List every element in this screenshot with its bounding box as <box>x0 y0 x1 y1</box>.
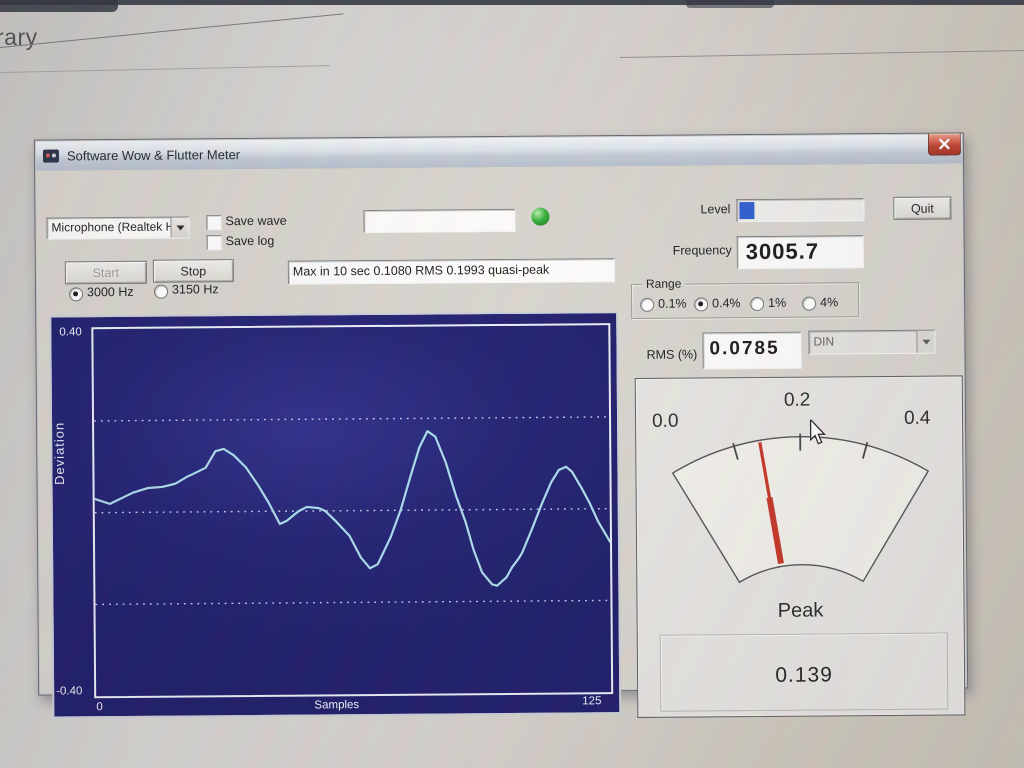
radio-3150hz-label: 3150 Hz <box>171 282 219 297</box>
y-axis-min-label: -0.40 <box>56 685 83 698</box>
save-wave-checkbox[interactable] <box>206 215 222 231</box>
status-text: Max in 10 sec 0.1080 RMS 0.1993 quasi-pe… <box>292 262 550 279</box>
level-meter <box>736 198 865 223</box>
app-icon <box>42 149 60 163</box>
weighting-value: DIN <box>813 334 835 349</box>
frequency-field: 3005.7 <box>736 235 864 270</box>
range-group-label: Range <box>641 276 686 291</box>
client-area: Microphone (Realtek Hi Save wave Save lo… <box>36 163 967 719</box>
background-window-text: rary <box>0 24 38 50</box>
rms-field: 0.0785 <box>702 331 802 370</box>
signal-led-indicator <box>531 207 550 226</box>
radio-3150hz[interactable] <box>153 284 169 299</box>
range-label-4pct: 4% <box>820 295 839 310</box>
range-radio-4pct[interactable] <box>802 296 817 311</box>
combo-arrow-button[interactable] <box>170 217 189 238</box>
wow-flutter-meter-window: Software Wow & Flutter Meter Microphone … <box>33 132 969 719</box>
range-label-0.1pct: 0.1% <box>658 296 687 311</box>
save-wave-label: Save wave <box>225 213 287 229</box>
quit-button[interactable]: Quit <box>893 196 952 220</box>
level-meter-fill <box>739 202 755 220</box>
screen-top-edge-left <box>0 0 118 12</box>
rms-label: RMS (%) <box>646 347 698 362</box>
gauge <box>671 433 930 584</box>
range-radio-0.1pct[interactable] <box>640 297 655 312</box>
y-axis-max-label: 0.40 <box>59 326 82 339</box>
range-label-0.4pct: 0.4% <box>712 296 741 311</box>
input-device-value: Microphone (Realtek Hi <box>51 219 171 235</box>
waveform-plot <box>93 416 612 606</box>
close-button[interactable] <box>927 133 961 156</box>
input-device-combo[interactable]: Microphone (Realtek Hi <box>46 216 190 240</box>
screen-top-edge <box>0 0 1024 5</box>
range-radio-0.4pct[interactable] <box>694 297 709 312</box>
screen-top-edge-mid <box>686 0 774 8</box>
radio-3000hz[interactable] <box>68 287 84 302</box>
close-icon <box>939 138 950 150</box>
range-radio-1pct[interactable] <box>750 296 765 312</box>
peak-label: Peak <box>777 599 824 622</box>
save-log-checkbox[interactable] <box>206 235 222 251</box>
filename-field[interactable] <box>363 208 516 234</box>
rms-value: 0.0785 <box>709 337 780 360</box>
background-window-edge <box>0 65 330 73</box>
stop-button[interactable]: Stop <box>152 259 234 283</box>
weighting-combo[interactable]: DIN <box>808 329 936 355</box>
y-axis-title: Deviation <box>51 421 68 486</box>
peak-value: 0.139 <box>775 662 833 687</box>
background-window-edge <box>0 13 344 48</box>
peak-value-box: 0.139 <box>659 632 949 712</box>
combo-arrow-button[interactable] <box>916 330 935 353</box>
frequency-value: 3005.7 <box>745 238 820 265</box>
start-button[interactable]: Start <box>64 260 147 285</box>
level-label: Level <box>700 202 731 217</box>
deviation-chart-panel: 0.40 -0.40 Deviation 0 Samples 125 <box>49 311 622 719</box>
x-axis-title: Samples <box>314 699 360 712</box>
plot-area <box>91 323 614 699</box>
window-title: Software Wow & Flutter Meter <box>66 147 241 164</box>
range-groupbox: Range 0.1% 0.4% 1% 4% <box>630 276 860 319</box>
range-label-1pct: 1% <box>768 295 787 310</box>
frequency-label: Frequency <box>672 243 732 258</box>
radio-3000hz-label: 3000 Hz <box>86 284 134 300</box>
mouse-cursor-icon <box>809 419 826 445</box>
save-log-label: Save log <box>225 233 275 249</box>
status-field[interactable]: Max in 10 sec 0.1080 RMS 0.1993 quasi-pe… <box>287 258 615 285</box>
analog-meter-panel: 0.0 0.2 0.4 Peak 0.139 <box>634 375 966 718</box>
background-window-edge <box>619 49 1024 58</box>
x-axis-end-label: 125 <box>582 695 602 708</box>
chevron-down-icon <box>921 339 930 345</box>
chevron-down-icon <box>176 224 185 231</box>
